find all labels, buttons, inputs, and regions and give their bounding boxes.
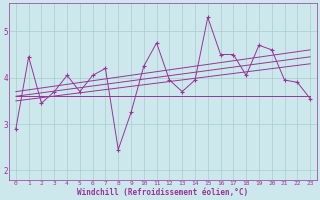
X-axis label: Windchill (Refroidissement éolien,°C): Windchill (Refroidissement éolien,°C): [77, 188, 249, 197]
